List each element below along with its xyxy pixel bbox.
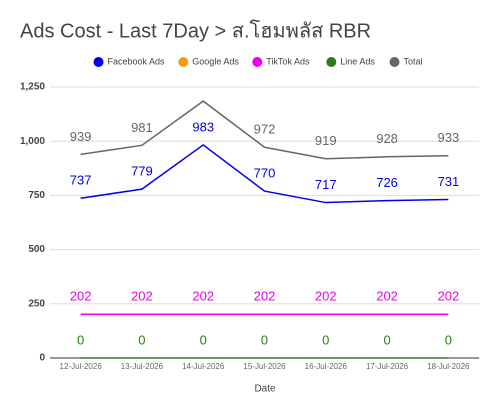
data-label: 0	[261, 332, 268, 347]
data-label: 202	[254, 289, 276, 304]
y-tick-label: 750	[28, 190, 45, 201]
y-tick-label: 500	[28, 244, 45, 255]
x-tick-label: 12-Jul-2026	[60, 362, 103, 371]
data-label: 983	[192, 119, 214, 134]
chart-title: Ads Cost - Last 7Day > ส.โฮมพลัส RBR	[20, 19, 371, 42]
data-label: 779	[131, 164, 153, 179]
legend-marker	[326, 57, 337, 67]
data-label: 0	[445, 332, 452, 347]
legend-marker	[389, 57, 400, 67]
legend-label: TikTok Ads	[266, 56, 310, 66]
series-line	[80, 143, 449, 204]
legend-marker	[93, 57, 104, 67]
x-tick-label: 18-Jul-2026	[427, 362, 470, 371]
data-label: 202	[315, 289, 337, 304]
data-label: 919	[315, 133, 337, 148]
data-label: 972	[254, 122, 276, 137]
data-label: 726	[376, 175, 398, 190]
legend-label: Line Ads	[340, 56, 375, 66]
data-label: 202	[131, 289, 153, 304]
x-tick-label: 13-Jul-2026	[121, 362, 164, 371]
legend-marker	[178, 57, 189, 67]
data-label: 717	[315, 177, 337, 192]
legend-marker	[252, 57, 263, 67]
data-label: 939	[70, 129, 92, 144]
data-label: 770	[254, 166, 276, 181]
x-tick-label: 16-Jul-2026	[305, 362, 348, 371]
data-label: 731	[438, 174, 460, 189]
data-label: 0	[138, 332, 145, 347]
data-label: 0	[77, 332, 84, 347]
data-label: 933	[438, 130, 460, 145]
data-label: 202	[70, 289, 92, 304]
y-tick-label: 250	[28, 298, 45, 309]
data-label: 0	[200, 332, 207, 347]
legend-label: Google Ads	[192, 56, 239, 66]
data-label: 0	[383, 332, 390, 347]
data-label: 202	[438, 289, 460, 304]
data-label: 737	[70, 173, 92, 188]
data-label: 202	[192, 289, 214, 304]
x-tick-label: 17-Jul-2026	[366, 362, 409, 371]
legend-label: Facebook Ads	[108, 56, 166, 66]
y-tick-label: 0	[39, 353, 45, 364]
data-label: 928	[376, 131, 398, 146]
x-axis-title: Date	[254, 384, 276, 395]
data-label: 0	[322, 332, 329, 347]
series-line	[80, 100, 449, 160]
legend-label: Total	[404, 56, 423, 66]
x-tick-label: 14-Jul-2026	[182, 362, 225, 371]
y-tick-label: 1,000	[20, 136, 45, 147]
data-label: 981	[131, 120, 153, 135]
data-label: 202	[376, 289, 398, 304]
x-tick-label: 15-Jul-2026	[243, 362, 286, 371]
y-tick-label: 1,250	[20, 82, 45, 93]
